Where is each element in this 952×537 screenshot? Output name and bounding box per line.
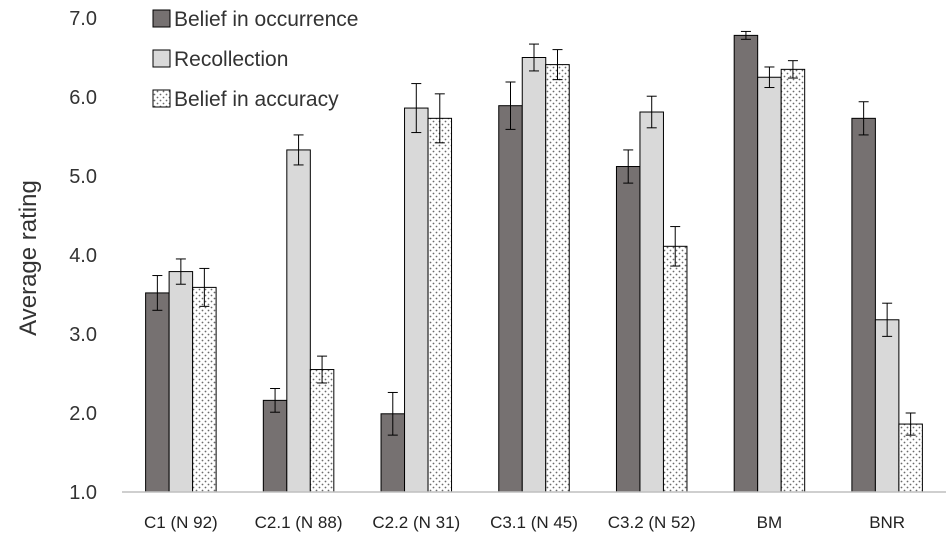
error-bars	[152, 30, 916, 436]
bar-3	[192, 286, 217, 493]
bar-1	[851, 117, 876, 493]
x-tick-label: C1 (N 92)	[144, 513, 218, 532]
bar-1	[615, 166, 641, 493]
legend-label: Recollection	[174, 48, 288, 71]
y-tick-label: 2.0	[69, 403, 97, 425]
bar-3	[662, 245, 688, 493]
error-bar	[905, 412, 916, 436]
bar-3	[780, 68, 806, 493]
bar-2	[404, 107, 429, 493]
bars	[145, 34, 923, 493]
x-tick-label: C2.2 (N 31)	[372, 513, 460, 532]
error-bar	[623, 149, 634, 184]
bar-3	[545, 64, 570, 493]
error-bar	[270, 388, 281, 413]
error-bar	[529, 43, 539, 72]
bar-1	[733, 34, 759, 493]
y-tick-label: 3.0	[69, 324, 97, 346]
error-bar	[787, 60, 798, 79]
error-bar	[411, 83, 422, 134]
y-tick-label: 5.0	[69, 166, 97, 188]
error-bar	[505, 81, 516, 130]
legend-swatch	[152, 89, 171, 108]
x-tick-label: C3.1 (N 45)	[490, 513, 578, 532]
error-bar	[387, 391, 398, 436]
bar-2	[639, 111, 664, 493]
bar-3	[427, 117, 453, 493]
error-bar	[858, 101, 869, 136]
error-bar	[882, 302, 893, 337]
y-tick-label: 1.0	[69, 482, 97, 504]
error-bar	[293, 134, 304, 166]
bar-1	[145, 292, 170, 493]
x-tick-labels: C1 (N 92) C2.1 (N 88) C2.2 (N 31) C3.1 (N 4…	[144, 513, 905, 532]
y-tick-label: 6.0	[69, 87, 97, 109]
x-tick-label: C3.2 (N 52)	[608, 513, 696, 532]
error-bar	[764, 66, 775, 89]
bar-1	[262, 399, 288, 493]
legend-label: Belief in occurrence	[174, 8, 358, 31]
bar-2	[757, 76, 782, 493]
error-bar	[175, 258, 186, 285]
y-tick-label: 4.0	[69, 245, 97, 267]
legend-label: Belief in accuracy	[174, 88, 339, 111]
bar-3	[309, 369, 335, 493]
error-bar	[199, 267, 210, 307]
y-axis-title: Average rating	[15, 180, 42, 336]
error-bar	[646, 95, 657, 129]
error-bar	[740, 30, 751, 40]
y-tick-labels: 1.0 2.0 3.0 4.0 5.0 6.0 7.0	[69, 8, 97, 504]
x-tick-label: BM	[757, 513, 783, 532]
y-tick-label: 7.0	[69, 8, 97, 30]
error-bar	[152, 275, 163, 311]
legend: Belief in occurrence Recollection Belief i…	[152, 8, 358, 111]
bar-2	[286, 149, 311, 493]
bar-2	[521, 57, 547, 493]
bar-2	[874, 319, 900, 493]
error-bar	[670, 226, 681, 267]
error-bar	[552, 49, 563, 81]
error-bar	[434, 93, 445, 144]
bar-2	[168, 271, 194, 493]
legend-swatch	[152, 49, 171, 68]
error-bar	[317, 355, 328, 384]
bar-1	[498, 105, 523, 493]
x-tick-label: BNR	[869, 513, 905, 532]
x-tick-label: C2.1 (N 88)	[255, 513, 343, 532]
legend-swatch	[152, 9, 171, 28]
